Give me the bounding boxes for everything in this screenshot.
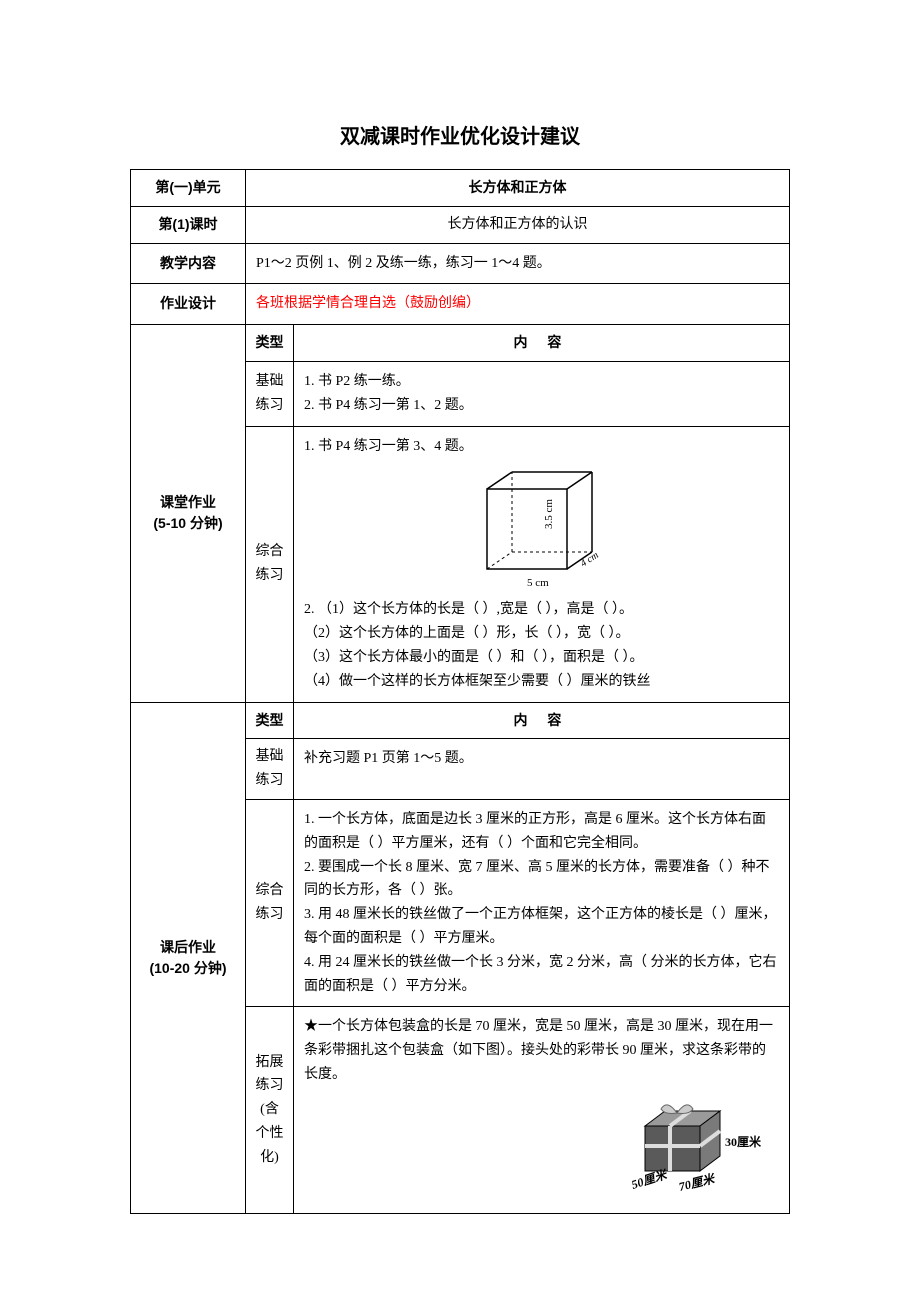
comp-line-1: 1. 书 P4 练习一第 3、4 题。 — [304, 435, 779, 459]
cuboid-diagram: 5 cm 3.5 cm 4 cm — [457, 464, 627, 594]
class-basic-label: 基础练习 — [246, 361, 294, 426]
comp-line-4: （3）这个长方体最小的面是（ ）和（ ），面积是（ ）。 — [304, 646, 779, 670]
worksheet-table: 第(一)单元 长方体和正方体 第(1)课时 长方体和正方体的认识 教学内容 P1… — [130, 169, 790, 1214]
ext-text: ★一个长方体包装盒的长是 70 厘米，宽是 50 厘米，高是 30 厘米，现在用… — [304, 1015, 779, 1086]
after-basic-content: 补充习题 P1 页第 1～5 题。 — [294, 739, 790, 800]
box-length-label: 70厘米 — [677, 1171, 717, 1194]
type-header-2: 类型 — [246, 702, 294, 739]
content-header: 内 容 — [294, 325, 790, 362]
after-comp-content: 1. 一个长方体，底面是边长 3 厘米的正方形，高是 6 厘米。这个长方体右面的… — [294, 799, 790, 1006]
gift-box-diagram: 30厘米 50厘米 70厘米 — [605, 1091, 775, 1201]
teach-value: P1～2 页例 1、例 2 及练一练，练习一 1～4 题。 — [246, 243, 790, 284]
class-section-label: 课堂作业 (5-10 分钟) — [131, 325, 246, 702]
unit-value: 长方体和正方体 — [246, 170, 790, 207]
table-row-after-header: 课后作业 (10-20 分钟) 类型 内 容 — [131, 702, 790, 739]
table-row-unit: 第(一)单元 长方体和正方体 — [131, 170, 790, 207]
lesson-label: 第(1)课时 — [131, 206, 246, 243]
content-header-2: 内 容 — [294, 702, 790, 739]
table-row-teach: 教学内容 P1～2 页例 1、例 2 及练一练，练习一 1～4 题。 — [131, 243, 790, 284]
after-basic-label: 基础练习 — [246, 739, 294, 800]
after-comp-label: 综合练习 — [246, 799, 294, 1006]
after-ext-label: 拓展练习(含个性化) — [246, 1007, 294, 1213]
class-comp-label: 综合练习 — [246, 426, 294, 702]
comp-line-3: （2）这个长方体的上面是（ ）形，长（ ），宽（ ）。 — [304, 622, 779, 646]
class-comp-content: 1. 书 P4 练习一第 3、4 题。 5 cm 3.5 cm 4 cm 2. … — [294, 426, 790, 702]
design-value: 各班根据学情合理自选（鼓励创编） — [246, 284, 790, 325]
design-label: 作业设计 — [131, 284, 246, 325]
after-ext-content: ★一个长方体包装盒的长是 70 厘米，宽是 50 厘米，高是 30 厘米，现在用… — [294, 1007, 790, 1213]
box-height-label: 30厘米 — [725, 1134, 762, 1149]
table-row-design: 作业设计 各班根据学情合理自选（鼓励创编） — [131, 284, 790, 325]
class-basic-content: 1. 书 P2 练一练。 2. 书 P4 练习一第 1、2 题。 — [294, 361, 790, 426]
table-row-lesson: 第(1)课时 长方体和正方体的认识 — [131, 206, 790, 243]
cuboid-width-label: 5 cm — [527, 577, 549, 589]
lesson-value: 长方体和正方体的认识 — [246, 206, 790, 243]
comp-line-5: （4）做一个这样的长方体框架至少需要（ ）厘米的铁丝 — [304, 670, 779, 694]
after-section-label: 课后作业 (10-20 分钟) — [131, 702, 246, 1213]
cuboid-height-label: 3.5 cm — [543, 499, 555, 529]
page-title: 双减课时作业优化设计建议 — [130, 120, 790, 149]
cuboid-depth-label: 4 cm — [578, 550, 600, 570]
unit-label: 第(一)单元 — [131, 170, 246, 207]
table-row-class-header: 课堂作业 (5-10 分钟) 类型 内 容 — [131, 325, 790, 362]
teach-label: 教学内容 — [131, 243, 246, 284]
type-header: 类型 — [246, 325, 294, 362]
comp-line-2: 2. （1）这个长方体的长是（ ）,宽是（ ），高是（ ）。 — [304, 598, 779, 622]
